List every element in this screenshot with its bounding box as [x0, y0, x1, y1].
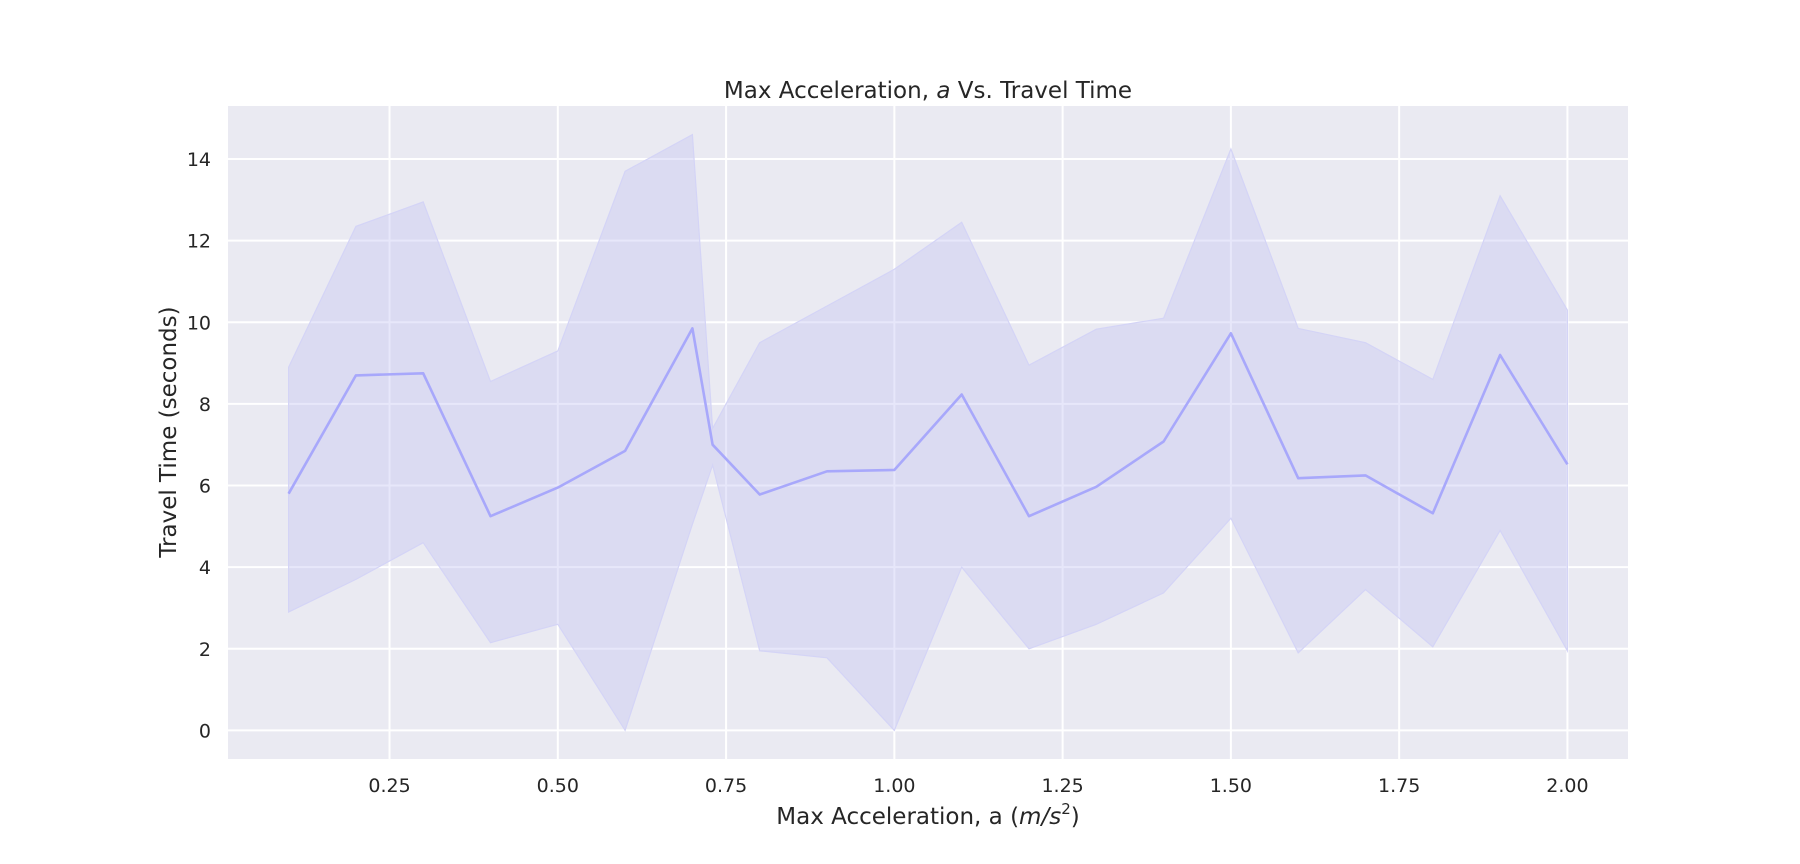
- y-tick-label: 0: [199, 720, 211, 742]
- y-tick-label: 4: [199, 557, 211, 579]
- mean-point: [488, 513, 494, 519]
- mean-point: [1363, 472, 1369, 478]
- mean-point: [959, 392, 965, 398]
- mean-line: [287, 327, 1569, 518]
- y-tick-label: 14: [187, 149, 211, 171]
- mean-point: [689, 325, 695, 331]
- mean-point: [1497, 352, 1503, 358]
- mean-point: [757, 492, 763, 498]
- mean-point: [622, 448, 628, 454]
- mean-point: [1564, 461, 1570, 467]
- mean-point: [824, 468, 830, 474]
- x-axis-label: Max Acceleration, a (m/s2): [776, 800, 1079, 830]
- mean-point: [1430, 510, 1436, 516]
- mean-point: [555, 485, 561, 491]
- mean-point: [1295, 475, 1301, 481]
- x-tick-label: 1.75: [1378, 775, 1420, 797]
- y-tick-labels: 0 2 4 6 8 10 12 14: [187, 149, 211, 742]
- mean-point: [1228, 330, 1234, 336]
- x-tick-label: 0.50: [537, 775, 579, 797]
- x-tick-label: 2.00: [1546, 775, 1588, 797]
- mean-point: [1093, 484, 1099, 490]
- y-axis-label: Travel Time (seconds): [156, 306, 182, 558]
- x-tick-label: 1.00: [873, 775, 915, 797]
- x-tick-label: 0.25: [368, 775, 410, 797]
- y-tick-label: 6: [199, 476, 211, 498]
- y-tick-label: 8: [199, 394, 211, 416]
- mean-point: [353, 372, 359, 378]
- x-tick-label: 1.50: [1210, 775, 1252, 797]
- mean-point: [1161, 438, 1167, 444]
- mean-point: [1026, 513, 1032, 519]
- x-tick-labels: 0.25 0.50 0.75 1.00 1.25 1.50 1.75 2.00: [368, 775, 1588, 797]
- x-tick-label: 0.75: [705, 775, 747, 797]
- mean-point: [286, 491, 292, 497]
- mean-point: [420, 370, 426, 376]
- chart-title: Max Acceleration, a Vs. Travel Time: [724, 78, 1132, 104]
- mean-point: [891, 467, 897, 473]
- x-tick-label: 1.25: [1041, 775, 1083, 797]
- y-tick-label: 12: [187, 231, 211, 253]
- y-tick-label: 10: [187, 312, 211, 334]
- y-tick-label: 2: [199, 639, 211, 661]
- mean-point: [710, 442, 716, 448]
- data-layer: [286, 133, 1570, 732]
